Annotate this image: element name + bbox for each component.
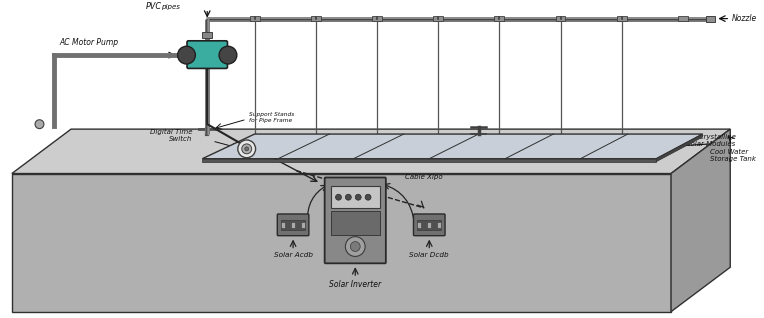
Bar: [311, 16, 321, 21]
Bar: [494, 16, 504, 21]
Circle shape: [238, 140, 256, 158]
Bar: [331, 211, 380, 235]
Text: PVC: PVC: [146, 2, 162, 11]
Polygon shape: [202, 159, 656, 162]
Bar: [281, 220, 305, 230]
Text: Cable Xlpo: Cable Xlpo: [267, 154, 304, 160]
Text: Solar Dcdb: Solar Dcdb: [410, 252, 449, 259]
Text: Solar Inverter: Solar Inverter: [329, 280, 381, 289]
Polygon shape: [671, 129, 730, 312]
Circle shape: [365, 194, 371, 200]
Text: pipes: pipes: [161, 4, 180, 10]
Bar: [417, 222, 422, 228]
Circle shape: [345, 237, 365, 256]
Bar: [437, 222, 441, 228]
Polygon shape: [202, 134, 703, 159]
FancyBboxPatch shape: [413, 214, 445, 236]
FancyBboxPatch shape: [325, 177, 386, 263]
Bar: [433, 16, 443, 21]
Text: Digital Time
Switch: Digital Time Switch: [150, 129, 193, 142]
Text: Polycrystalline
Solar Modules: Polycrystalline Solar Modules: [686, 134, 736, 147]
FancyBboxPatch shape: [187, 41, 228, 68]
Bar: [617, 16, 626, 21]
Bar: [250, 16, 260, 21]
Bar: [301, 222, 305, 228]
Bar: [281, 222, 285, 228]
Polygon shape: [11, 129, 730, 174]
Circle shape: [177, 46, 196, 64]
Bar: [427, 222, 431, 228]
Circle shape: [241, 144, 251, 154]
Circle shape: [345, 194, 351, 200]
Bar: [202, 32, 212, 38]
Bar: [678, 16, 688, 21]
Bar: [417, 220, 441, 230]
Circle shape: [219, 46, 237, 64]
Bar: [706, 16, 715, 22]
Circle shape: [244, 147, 248, 151]
Text: Cool Water
Storage Tank: Cool Water Storage Tank: [711, 149, 756, 162]
Text: Solar Acdb: Solar Acdb: [274, 252, 312, 259]
Circle shape: [355, 194, 361, 200]
Text: Support Stands
for Pipe Frame: Support Stands for Pipe Frame: [248, 112, 294, 123]
Circle shape: [351, 242, 360, 252]
Circle shape: [335, 194, 342, 200]
Bar: [331, 186, 380, 208]
Text: Nozzle: Nozzle: [732, 14, 757, 23]
Bar: [372, 16, 382, 21]
Polygon shape: [11, 174, 671, 312]
Bar: [555, 16, 565, 21]
Circle shape: [35, 120, 44, 128]
Text: AC Motor Pump: AC Motor Pump: [59, 38, 118, 47]
Polygon shape: [656, 134, 703, 162]
FancyBboxPatch shape: [277, 214, 309, 236]
Bar: [291, 222, 295, 228]
Text: Cable Xlpo: Cable Xlpo: [405, 175, 442, 180]
